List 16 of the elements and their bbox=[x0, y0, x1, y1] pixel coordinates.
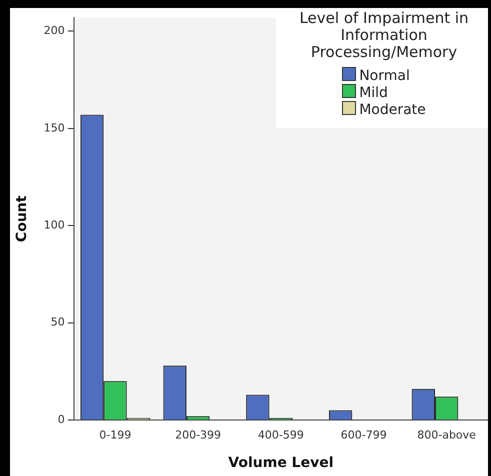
x-tick-label: 800-above bbox=[417, 428, 476, 442]
legend-label: Normal bbox=[358, 67, 411, 84]
legend-title: Level of Impairment in Information Processing/Memory bbox=[298, 9, 470, 61]
y-tick-label: 0 bbox=[58, 412, 65, 426]
y-tick-label: 150 bbox=[44, 121, 65, 134]
y-tick-label: 50 bbox=[50, 316, 65, 329]
y-tick-label: 100 bbox=[44, 218, 65, 232]
x-tick-label: 0-199 bbox=[99, 428, 132, 442]
legend-label: Moderate bbox=[358, 101, 426, 118]
y-tick-label: 200 bbox=[44, 24, 65, 38]
x-tick-label: 600-799 bbox=[340, 428, 387, 442]
x-tick-label: 400-599 bbox=[258, 428, 304, 442]
x-tick-label: 200-399 bbox=[175, 428, 222, 442]
x-axis-title: Volume Level bbox=[228, 455, 334, 472]
legend-label: Mild bbox=[358, 84, 389, 101]
y-axis-title: Count bbox=[14, 195, 30, 242]
